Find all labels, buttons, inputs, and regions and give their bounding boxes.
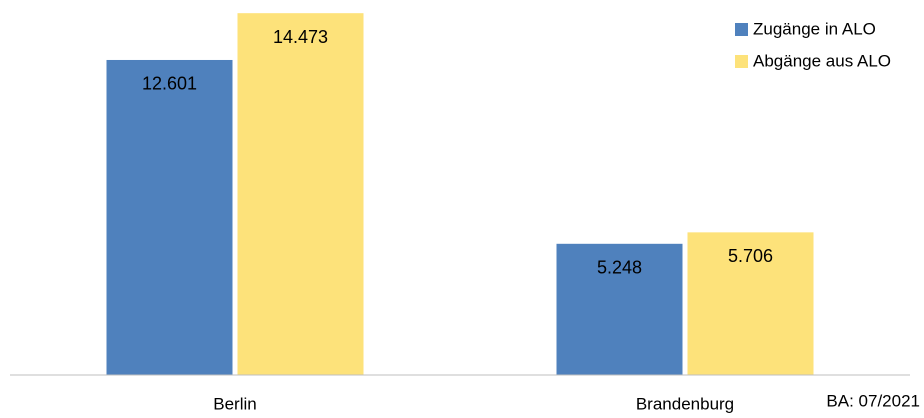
legend-label: Zugänge in ALO — [753, 19, 876, 38]
bar — [556, 243, 683, 375]
data-label: 5.248 — [597, 258, 642, 278]
data-label: 5.706 — [728, 246, 773, 266]
legend-label: Abgänge aus ALO — [753, 51, 891, 70]
x-tick-label: Berlin — [213, 394, 256, 413]
x-tick-label: Brandenburg — [636, 394, 734, 413]
legend-swatch — [735, 23, 748, 36]
data-label: 14.473 — [273, 27, 328, 47]
source-note: BA: 07/2021 — [826, 391, 920, 410]
bar — [106, 59, 233, 375]
bar — [687, 232, 814, 375]
bar — [237, 13, 364, 376]
data-label: 12.601 — [142, 74, 197, 94]
legend-swatch — [735, 55, 748, 68]
